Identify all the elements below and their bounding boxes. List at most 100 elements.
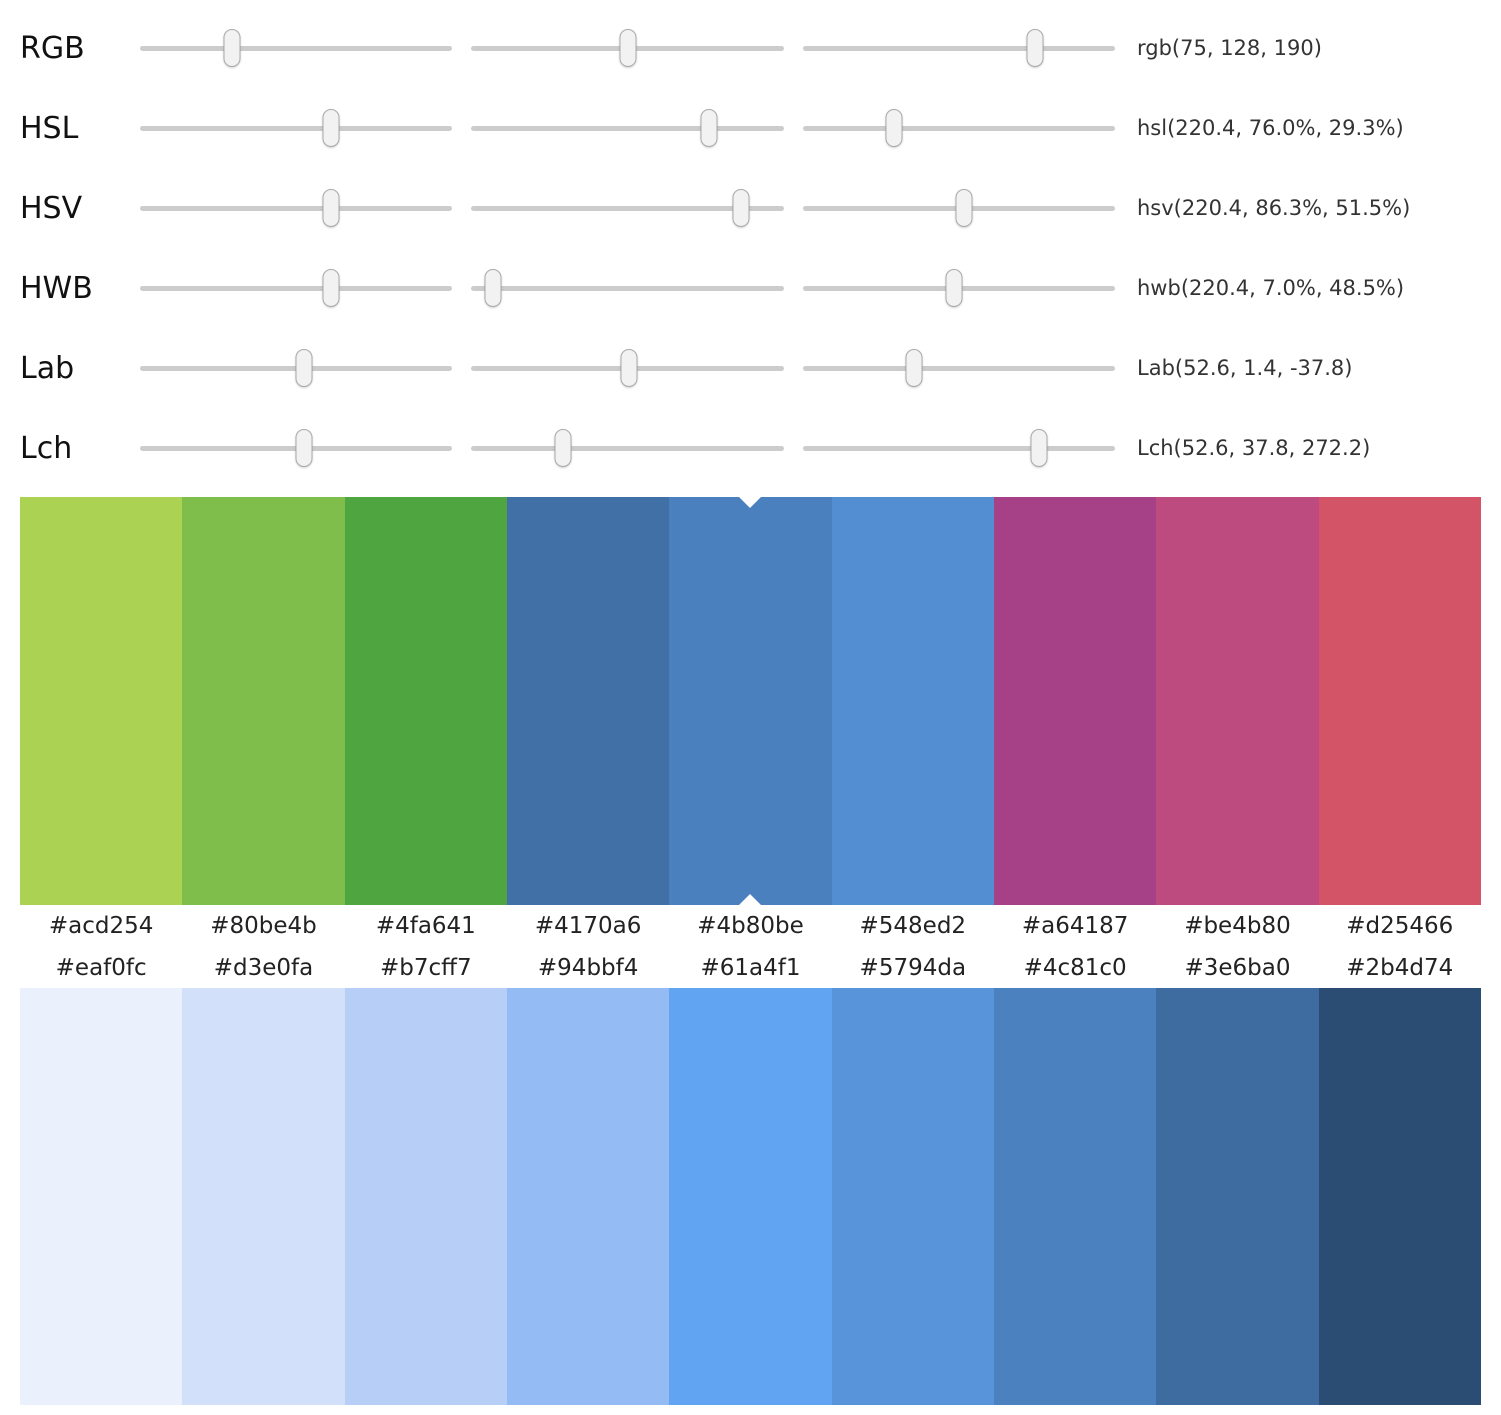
slider-row-rgb: RGB rgb(75, 128, 190) xyxy=(0,8,1501,88)
color-value-lab: Lab(52.6, 1.4, -37.8) xyxy=(1137,356,1353,380)
slider-thumb[interactable] xyxy=(1030,429,1048,467)
color-slider-panel: RGB rgb(75, 128, 190) HSL hsl(220.4, 76.… xyxy=(0,0,1501,497)
hex-label: #a64187 xyxy=(1021,913,1129,939)
palette-swatch[interactable] xyxy=(1156,988,1319,1405)
hex-label: #4c81c0 xyxy=(1023,955,1127,981)
slider-thumb[interactable] xyxy=(619,29,637,67)
lab-l-slider[interactable] xyxy=(140,349,453,387)
hsv-s-slider[interactable] xyxy=(471,189,784,227)
slider-thumb[interactable] xyxy=(620,349,638,387)
slider-thumb[interactable] xyxy=(554,429,572,467)
slider-thumb[interactable] xyxy=(322,189,340,227)
slider-thumb[interactable] xyxy=(322,269,340,307)
slider-thumb[interactable] xyxy=(223,29,241,67)
palette-swatch[interactable] xyxy=(993,988,1157,1405)
slider-thumb[interactable] xyxy=(484,269,502,307)
slider-thumb[interactable] xyxy=(955,189,972,227)
hex-label: #d25466 xyxy=(1346,913,1454,939)
palette-swatch[interactable] xyxy=(1318,988,1481,1405)
hue-palette xyxy=(20,497,1481,905)
palette-swatch[interactable] xyxy=(344,988,507,1405)
hsl-l-slider[interactable] xyxy=(802,109,1115,147)
hex-label: #b7cff7 xyxy=(380,955,472,981)
hex-label: #548ed2 xyxy=(859,913,967,939)
hex-label: #61a4f1 xyxy=(700,955,801,981)
slider-track-group xyxy=(140,429,1115,467)
slider-track-group xyxy=(140,349,1115,387)
color-value-hwb: hwb(220.4, 7.0%, 48.5%) xyxy=(1137,276,1405,300)
palette-swatch[interactable] xyxy=(506,497,670,905)
slider-track-group xyxy=(140,189,1115,227)
slider-row-lab: Lab Lab(52.6, 1.4, -37.8) xyxy=(0,328,1501,408)
palette-swatch[interactable] xyxy=(182,497,345,905)
hex-label: #4fa641 xyxy=(375,913,476,939)
slider-track-group xyxy=(140,109,1115,147)
palette-swatch[interactable] xyxy=(831,988,994,1405)
slider-row-hwb: HWB hwb(220.4, 7.0%, 48.5%) xyxy=(0,248,1501,328)
palette-swatch[interactable] xyxy=(344,497,507,905)
lch-h-slider[interactable] xyxy=(802,429,1115,467)
slider-row-hsl: HSL hsl(220.4, 76.0%, 29.3%) xyxy=(0,88,1501,168)
palette-swatch[interactable] xyxy=(182,988,345,1405)
palette-swatch[interactable] xyxy=(20,988,183,1405)
slider-row-label: HSL xyxy=(20,110,79,146)
slider-row-hsv: HSV hsv(220.4, 86.3%, 51.5%) xyxy=(0,168,1501,248)
slider-track-group xyxy=(140,29,1115,67)
hex-label: #3e6ba0 xyxy=(1184,955,1291,981)
palette-swatch[interactable] xyxy=(669,988,832,1405)
hue-palette-labels: #acd254 #80be4b #4fa641 #4170a6 #4b80be … xyxy=(20,905,1481,947)
shade-palette-labels: #eaf0fc #d3e0fa #b7cff7 #94bbf4 #61a4f1 … xyxy=(20,947,1481,988)
slider-row-label: HSV xyxy=(20,190,83,226)
hsl-s-slider[interactable] xyxy=(471,109,784,147)
lch-l-slider[interactable] xyxy=(140,429,453,467)
hex-label: #4170a6 xyxy=(534,913,642,939)
slider-row-lch: Lch Lch(52.6, 37.8, 272.2) xyxy=(0,408,1501,488)
palette-swatch[interactable] xyxy=(1156,497,1319,905)
hwb-b-slider[interactable] xyxy=(802,269,1115,307)
palette-swatch[interactable] xyxy=(993,497,1157,905)
slider-thumb[interactable] xyxy=(885,109,903,147)
color-value-hsv: hsv(220.4, 86.3%, 51.5%) xyxy=(1137,196,1411,220)
palette-swatch-selected[interactable] xyxy=(669,497,832,905)
hsv-h-slider[interactable] xyxy=(140,189,453,227)
slider-thumb[interactable] xyxy=(945,269,963,307)
palette-swatch[interactable] xyxy=(831,497,994,905)
hex-label: #acd254 xyxy=(48,913,154,939)
shade-palette xyxy=(20,988,1481,1405)
lab-b-slider[interactable] xyxy=(802,349,1115,387)
lch-c-slider[interactable] xyxy=(471,429,784,467)
slider-row-label: RGB xyxy=(20,30,85,66)
hex-label: #94bbf4 xyxy=(537,955,639,981)
palette-swatch[interactable] xyxy=(1318,497,1481,905)
slider-track-group xyxy=(140,269,1115,307)
color-value-lch: Lch(52.6, 37.8, 272.2) xyxy=(1137,436,1371,460)
slider-thumb[interactable] xyxy=(322,109,340,147)
hex-label: #eaf0fc xyxy=(55,955,147,981)
palette-swatch[interactable] xyxy=(506,988,670,1405)
slider-thumb[interactable] xyxy=(700,109,718,147)
slider-thumb[interactable] xyxy=(295,349,313,387)
hex-label: #2b4d74 xyxy=(1346,955,1454,981)
selection-notch-top xyxy=(739,497,762,508)
rgb-g-slider[interactable] xyxy=(471,29,784,67)
hsl-h-slider[interactable] xyxy=(140,109,453,147)
rgb-b-slider[interactable] xyxy=(802,29,1115,67)
slider-row-label: Lab xyxy=(20,350,75,386)
slider-thumb[interactable] xyxy=(732,189,750,227)
color-value-hsl: hsl(220.4, 76.0%, 29.3%) xyxy=(1137,116,1404,140)
lab-a-slider[interactable] xyxy=(471,349,784,387)
selection-notch-bottom xyxy=(739,894,762,905)
hex-label: #80be4b xyxy=(210,913,317,939)
slider-thumb[interactable] xyxy=(295,429,313,467)
hwb-h-slider[interactable] xyxy=(140,269,453,307)
slider-thumb[interactable] xyxy=(1026,29,1044,67)
slider-row-label: Lch xyxy=(20,430,73,466)
hsv-v-slider[interactable] xyxy=(802,189,1115,227)
slider-thumb[interactable] xyxy=(905,349,923,387)
rgb-r-slider[interactable] xyxy=(140,29,453,67)
hwb-w-slider[interactable] xyxy=(471,269,784,307)
hex-label: #5794da xyxy=(859,955,967,981)
hex-label: #be4b80 xyxy=(1184,913,1291,939)
hex-label: #d3e0fa xyxy=(213,955,314,981)
palette-swatch[interactable] xyxy=(20,497,183,905)
